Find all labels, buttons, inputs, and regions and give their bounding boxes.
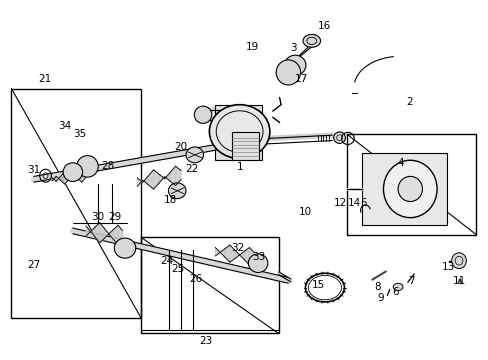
Text: 32: 32 [231,243,244,253]
Ellipse shape [333,132,345,143]
Polygon shape [224,245,229,262]
Polygon shape [86,226,90,236]
Bar [346,134,475,234]
Polygon shape [137,178,142,186]
Polygon shape [244,248,249,265]
Text: 28: 28 [101,161,114,171]
Text: 17: 17 [294,74,307,84]
Bar [141,237,278,333]
Polygon shape [148,170,153,189]
Text: 6: 6 [391,287,398,297]
Text: 19: 19 [245,42,259,51]
Ellipse shape [194,106,211,123]
Polygon shape [61,172,64,184]
Polygon shape [109,230,113,239]
Polygon shape [153,170,159,189]
Bar [215,105,261,160]
Text: 8: 8 [373,282,380,292]
Polygon shape [64,172,69,184]
Ellipse shape [168,183,185,199]
Polygon shape [118,225,122,245]
Polygon shape [100,223,104,243]
Text: 9: 9 [377,293,384,303]
Text: 29: 29 [108,212,122,221]
Ellipse shape [114,238,136,258]
Polygon shape [249,248,254,265]
Polygon shape [142,176,148,185]
Text: 15: 15 [311,280,325,290]
Ellipse shape [284,55,305,75]
Ellipse shape [451,253,466,269]
Text: 33: 33 [252,252,265,262]
Polygon shape [234,250,239,258]
Ellipse shape [276,60,300,85]
Bar [11,89,141,318]
Ellipse shape [248,254,267,273]
Text: 10: 10 [298,207,311,217]
Bar [232,132,259,160]
Text: 3: 3 [289,43,296,53]
Text: 30: 30 [90,212,103,221]
Polygon shape [56,176,61,181]
Text: 7: 7 [407,276,414,286]
Text: 27: 27 [27,260,41,270]
Text: 16: 16 [317,21,330,31]
Ellipse shape [63,163,82,181]
Polygon shape [95,223,100,243]
Text: 26: 26 [189,274,202,284]
Ellipse shape [209,105,269,158]
Text: 25: 25 [171,264,184,274]
Text: 21: 21 [38,74,51,84]
Ellipse shape [303,35,320,47]
Polygon shape [159,174,164,183]
Text: 2: 2 [405,97,412,107]
Text: 35: 35 [73,129,86,139]
Polygon shape [77,170,81,182]
Text: 14: 14 [347,198,360,208]
Text: 22: 22 [185,164,199,174]
Polygon shape [81,170,86,182]
Ellipse shape [77,156,98,177]
Polygon shape [175,166,181,186]
Text: 11: 11 [451,276,465,286]
Text: 12: 12 [333,198,346,208]
Text: 24: 24 [160,256,173,266]
Text: 18: 18 [163,195,177,205]
Polygon shape [104,228,109,238]
Polygon shape [164,172,170,181]
Ellipse shape [383,160,436,218]
Text: 5: 5 [360,198,366,208]
Text: 1: 1 [237,162,244,172]
Polygon shape [90,227,95,237]
Polygon shape [113,225,118,245]
Ellipse shape [397,176,422,202]
Text: 4: 4 [396,158,403,168]
Text: 20: 20 [174,142,187,152]
Polygon shape [220,249,224,257]
Polygon shape [73,174,77,179]
Text: 34: 34 [58,121,72,131]
Polygon shape [229,245,234,262]
Polygon shape [215,247,220,256]
Ellipse shape [185,147,203,163]
Text: 31: 31 [27,165,41,175]
Text: 23: 23 [199,336,212,346]
Text: 13: 13 [441,262,454,272]
Polygon shape [239,251,244,260]
Polygon shape [52,176,56,181]
Polygon shape [170,166,175,186]
Ellipse shape [392,283,402,291]
Polygon shape [69,174,73,179]
Bar [361,153,446,225]
